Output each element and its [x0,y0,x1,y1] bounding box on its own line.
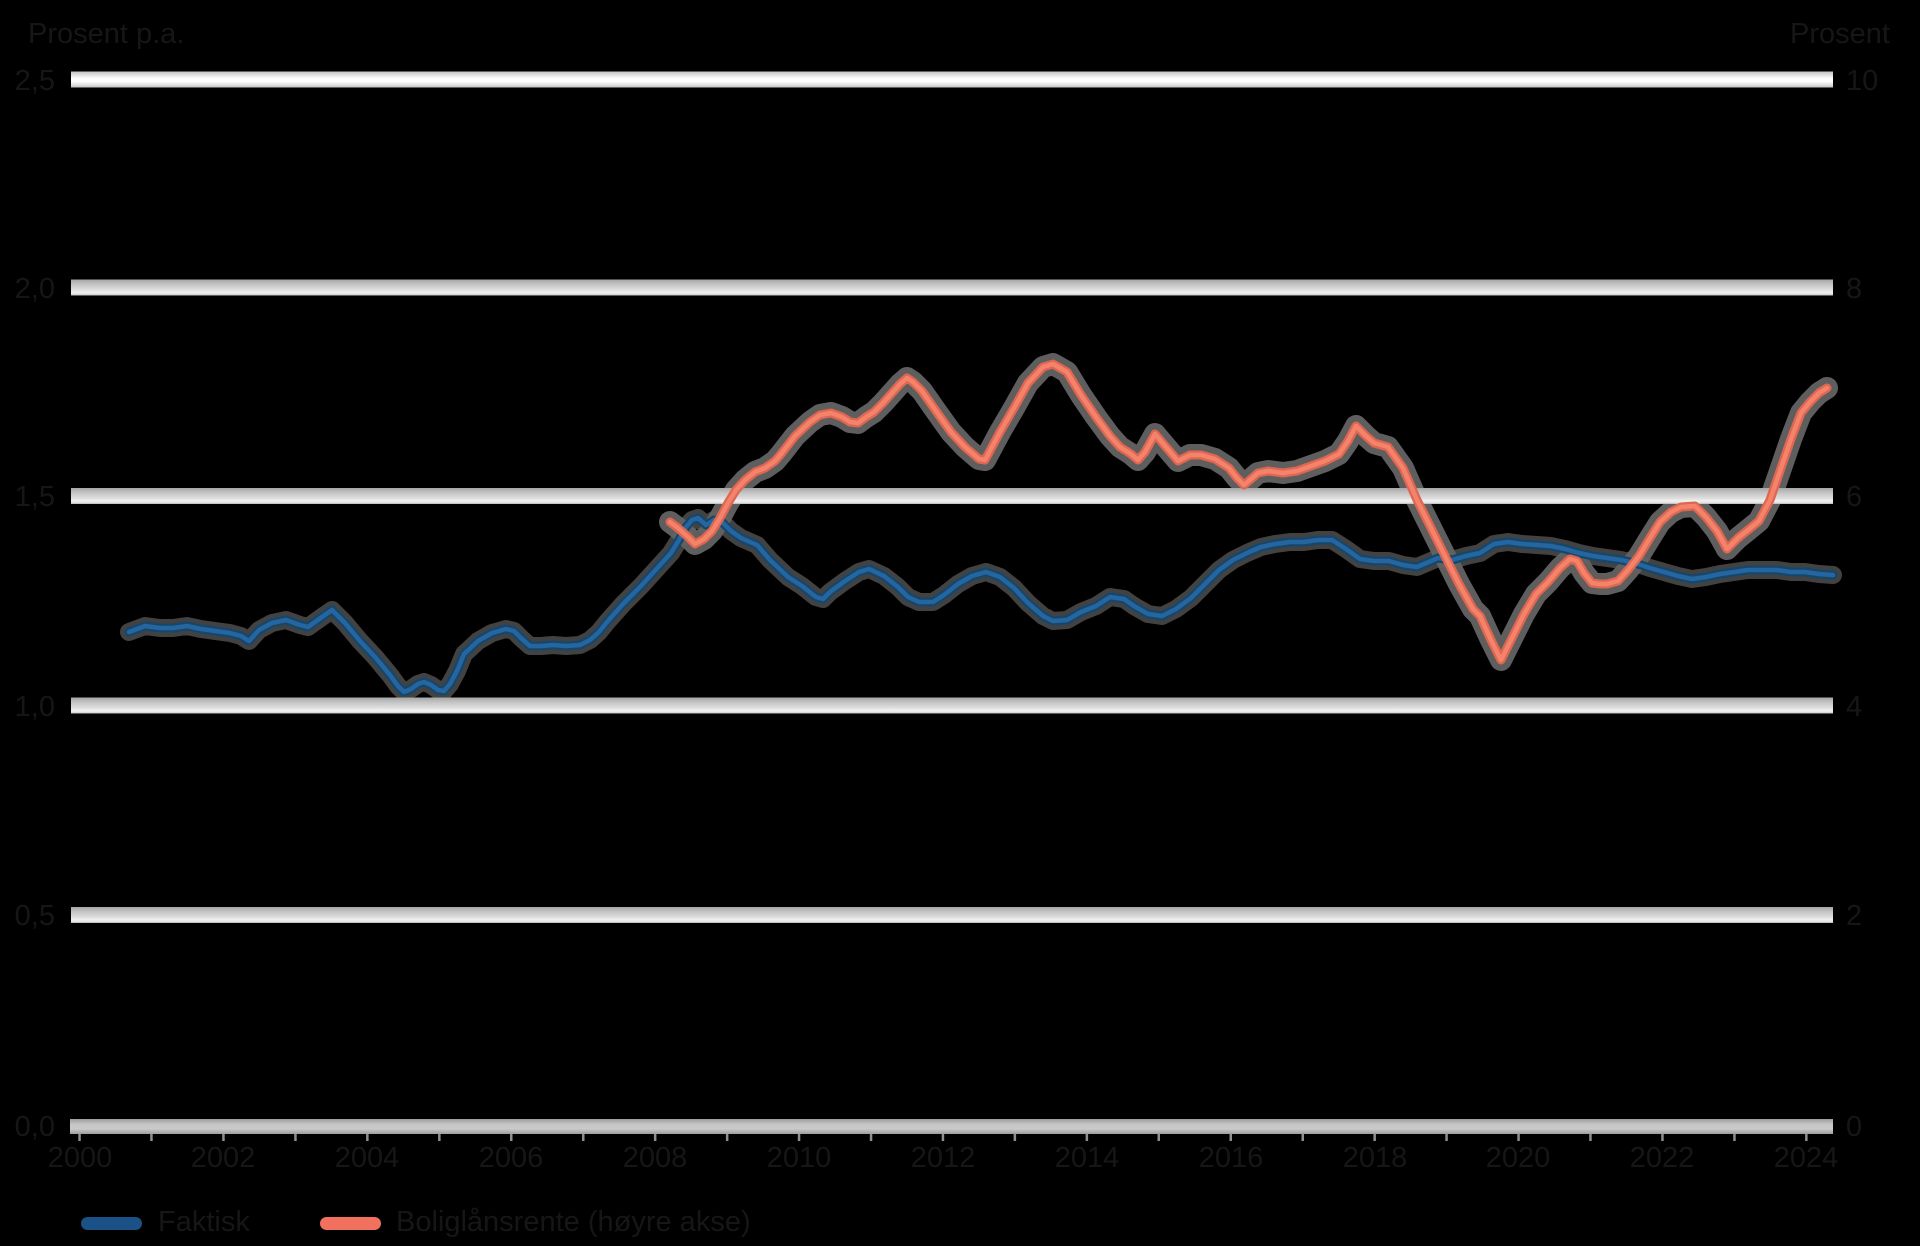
svg-text:2000: 2000 [48,1142,113,1174]
svg-text:4: 4 [1846,691,1862,723]
svg-text:Prosent: Prosent [1790,18,1890,50]
svg-text:0,5: 0,5 [15,900,55,932]
svg-text:Faktisk: Faktisk [158,1206,250,1238]
svg-text:0,0: 0,0 [15,1111,55,1143]
svg-text:1,0: 1,0 [15,691,55,723]
svg-text:2024: 2024 [1774,1142,1839,1174]
svg-text:2,5: 2,5 [15,65,55,97]
svg-text:Prosent p.a.: Prosent p.a. [28,18,184,50]
svg-text:2006: 2006 [479,1142,544,1174]
svg-text:2,0: 2,0 [15,273,55,305]
svg-text:1,5: 1,5 [15,481,55,513]
svg-text:2: 2 [1846,900,1862,932]
svg-text:2008: 2008 [623,1142,688,1174]
svg-text:2016: 2016 [1199,1142,1264,1174]
svg-text:2014: 2014 [1055,1142,1120,1174]
svg-text:2002: 2002 [191,1142,256,1174]
svg-text:2022: 2022 [1630,1142,1695,1174]
svg-text:2018: 2018 [1343,1142,1408,1174]
svg-text:2010: 2010 [767,1142,832,1174]
svg-text:Boliglånsrente (høyre akse): Boliglånsrente (høyre akse) [396,1206,751,1238]
svg-text:10: 10 [1846,65,1878,97]
svg-text:6: 6 [1846,481,1862,513]
svg-text:2012: 2012 [911,1142,976,1174]
svg-text:0: 0 [1846,1111,1862,1143]
svg-text:2020: 2020 [1486,1142,1551,1174]
svg-text:8: 8 [1846,273,1862,305]
svg-text:2004: 2004 [335,1142,400,1174]
